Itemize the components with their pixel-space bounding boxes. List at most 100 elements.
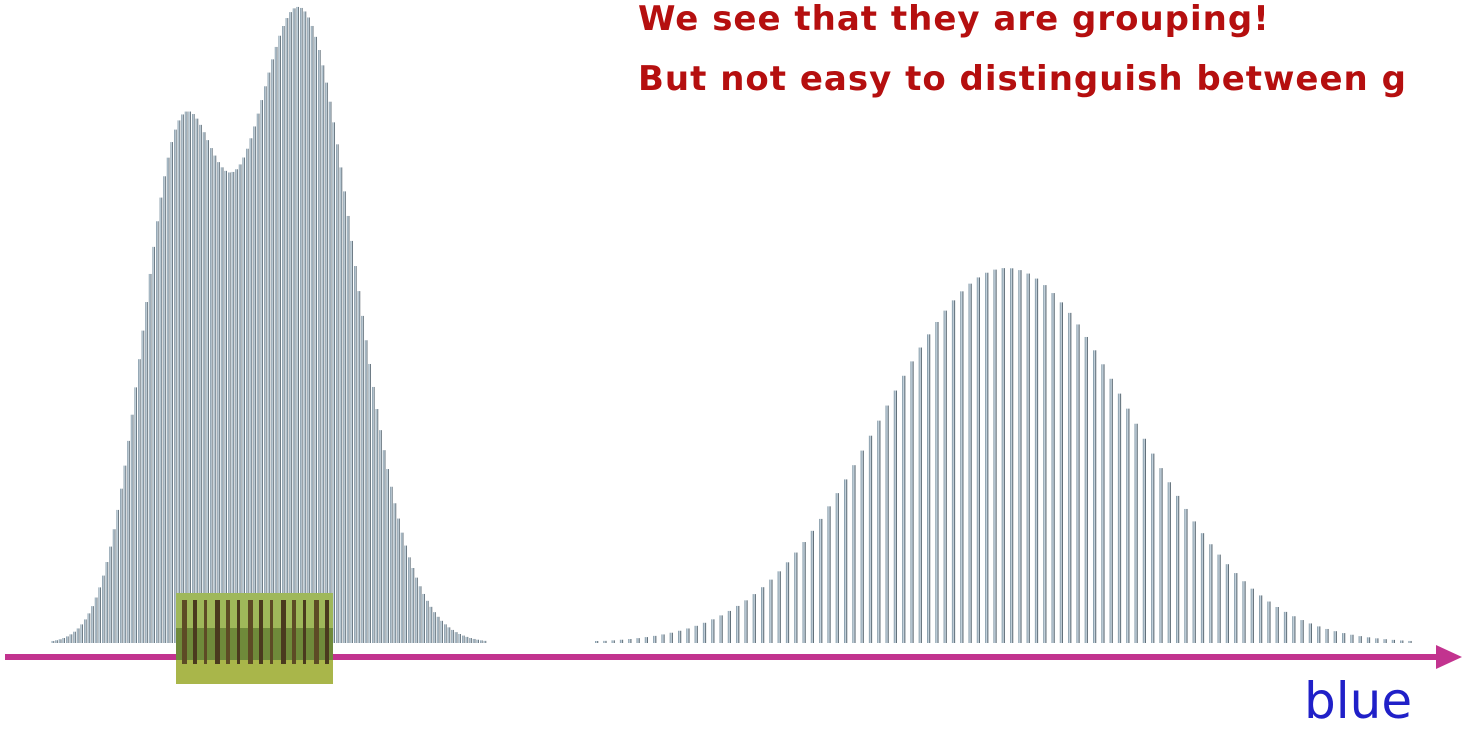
histogram-bar	[303, 11, 307, 643]
histogram-bar	[235, 169, 238, 643]
histogram-bar	[307, 17, 310, 643]
forest-ground	[176, 660, 333, 684]
histogram-bar	[188, 111, 191, 643]
histogram-bar	[1217, 554, 1221, 643]
histogram-bar	[802, 542, 806, 643]
heading-line1: We see that they are grouping!	[638, 0, 1270, 39]
histogram-bar	[860, 450, 864, 643]
histogram-bar	[1333, 631, 1337, 643]
tree-trunk	[259, 600, 263, 664]
tree-trunk	[325, 600, 329, 664]
histogram-bar	[195, 118, 199, 643]
histogram-bar	[350, 240, 353, 643]
axis-label: blue	[1304, 672, 1412, 729]
histogram-bar	[328, 101, 332, 643]
histogram-bar	[902, 375, 906, 643]
histogram-bar	[835, 493, 839, 643]
histogram-bar	[159, 197, 163, 643]
histogram-bar	[1317, 626, 1321, 643]
histogram-bar	[1184, 508, 1188, 643]
histogram-bar	[719, 615, 723, 643]
histogram-bar	[242, 157, 245, 643]
histogram-bar	[1167, 482, 1171, 643]
histogram-bar	[444, 624, 447, 643]
histogram-bar	[1117, 393, 1122, 643]
histogram-bar	[422, 593, 425, 643]
histogram-bar	[404, 545, 407, 643]
histogram-bar	[1109, 378, 1113, 643]
histogram-bar	[451, 629, 454, 643]
forest-image	[176, 593, 333, 684]
histogram-bar	[1292, 616, 1296, 643]
histogram-bar	[1034, 278, 1039, 643]
histogram-bar	[702, 622, 707, 643]
histogram-bar	[138, 359, 141, 643]
histogram-bar	[1200, 533, 1205, 643]
histogram-bar	[1350, 634, 1354, 643]
histogram-bar	[292, 8, 296, 643]
tree-trunk	[314, 600, 319, 664]
histogram-bar	[379, 430, 382, 643]
histogram-bar	[711, 619, 715, 643]
histogram-bar	[968, 283, 972, 643]
histogram-bar	[1101, 364, 1105, 643]
histogram-bar	[123, 465, 127, 643]
histogram-bar	[148, 273, 152, 643]
histogram-bar	[177, 120, 181, 644]
histogram-bar	[386, 469, 389, 643]
histogram-bar	[935, 321, 939, 643]
histogram-bar	[357, 291, 361, 643]
histogram-bar	[231, 171, 235, 643]
histogram-bar	[397, 518, 400, 643]
histogram-bar	[343, 191, 346, 644]
histogram-bar	[429, 606, 433, 643]
histogram-bar	[400, 532, 404, 643]
histogram-bar	[246, 148, 249, 644]
histogram-bar	[91, 606, 94, 643]
histogram-bar	[58, 639, 62, 643]
histogram-bar	[105, 562, 109, 643]
histogram-bar	[1018, 270, 1022, 643]
histogram-bar	[785, 562, 790, 643]
histogram-bar	[1001, 268, 1005, 643]
histogram-bar	[619, 639, 624, 643]
histogram-bar	[910, 361, 914, 643]
histogram-bar	[1383, 639, 1387, 643]
histogram-bar	[927, 334, 931, 643]
tree-trunk	[248, 600, 253, 664]
histogram-bar	[120, 488, 123, 643]
histogram-bar	[253, 126, 256, 643]
histogram-bar	[1358, 636, 1362, 643]
histogram-bar	[462, 635, 465, 643]
histogram-bar	[354, 266, 357, 643]
histogram-bar	[1010, 268, 1014, 643]
histogram-bar	[87, 613, 91, 643]
tree-trunk	[237, 600, 240, 664]
histogram-bar	[1126, 408, 1130, 643]
tree-trunk	[303, 600, 306, 664]
histogram-bar	[465, 636, 469, 643]
histogram-bar	[653, 635, 657, 643]
histogram-bar	[84, 619, 87, 643]
histogram-bar	[644, 637, 648, 643]
histogram-bar	[51, 640, 55, 643]
histogram-bar	[393, 503, 397, 643]
histogram-bar	[1408, 640, 1412, 643]
histogram-bar	[960, 291, 964, 643]
histogram-bar	[192, 114, 195, 643]
histogram-bar	[134, 387, 137, 643]
histogram-bar	[256, 113, 260, 643]
histogram-bar	[877, 420, 881, 643]
histogram-bar	[595, 641, 599, 643]
histogram-bar	[372, 386, 375, 643]
histogram-bars	[51, 6, 1412, 644]
histogram-bar	[76, 628, 80, 643]
histogram-bar	[447, 627, 451, 643]
histogram-bar	[278, 35, 281, 644]
histogram-bar	[274, 46, 278, 643]
histogram-bar	[102, 575, 105, 643]
histogram-bar	[669, 632, 673, 643]
histogram-bar	[1209, 544, 1213, 643]
histogram-bar	[141, 330, 145, 643]
histogram-bar	[426, 600, 429, 643]
